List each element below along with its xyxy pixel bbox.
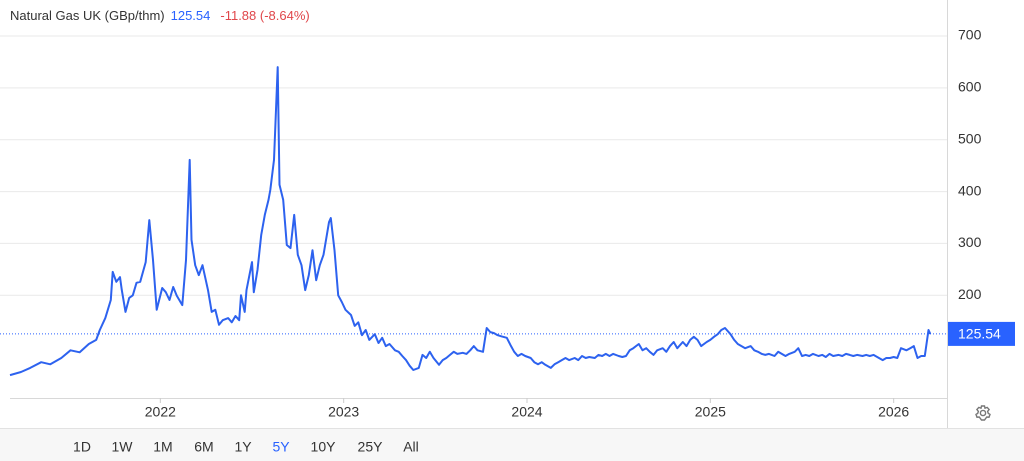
range-button[interactable]: All bbox=[403, 439, 419, 455]
settings-icon[interactable] bbox=[975, 405, 991, 421]
header-change: -11.88 (-8.64%) bbox=[220, 8, 309, 23]
range-button[interactable]: 6M bbox=[194, 439, 213, 455]
range-button[interactable]: 1M bbox=[153, 439, 172, 455]
header-price: 125.54 bbox=[171, 8, 211, 23]
x-tick-label: 2025 bbox=[695, 404, 726, 420]
y-tick-label: 700 bbox=[958, 27, 982, 43]
toolbar-bg bbox=[0, 428, 1024, 461]
range-button[interactable]: 25Y bbox=[358, 439, 384, 455]
x-tick-label: 2024 bbox=[511, 404, 542, 420]
range-button[interactable]: 5Y bbox=[272, 439, 290, 455]
price-tag-label: 125.54 bbox=[958, 326, 1001, 342]
y-tick-label: 600 bbox=[958, 79, 982, 95]
x-tick-label: 2023 bbox=[328, 404, 359, 420]
y-tick-label: 200 bbox=[958, 286, 982, 302]
price-line bbox=[9, 66, 932, 377]
range-button[interactable]: 1W bbox=[112, 439, 134, 455]
y-tick-label: 500 bbox=[958, 130, 982, 146]
range-button[interactable]: 1D bbox=[73, 439, 91, 455]
y-tick-label: 300 bbox=[958, 234, 982, 250]
price-tag bbox=[948, 321, 1015, 346]
grid bbox=[0, 35, 947, 296]
range-button[interactable]: 10Y bbox=[311, 439, 337, 455]
chart-title: Natural Gas UK (GBp/thm) 125.54 -11.88 (-8… bbox=[10, 8, 310, 23]
x-tick-label: 2022 bbox=[145, 404, 176, 420]
title-text: Natural Gas UK (GBp/thm) bbox=[10, 8, 165, 23]
range-button[interactable]: 1Y bbox=[234, 439, 252, 455]
y-tick-label: 400 bbox=[958, 182, 982, 198]
x-tick-label: 2026 bbox=[878, 404, 909, 420]
